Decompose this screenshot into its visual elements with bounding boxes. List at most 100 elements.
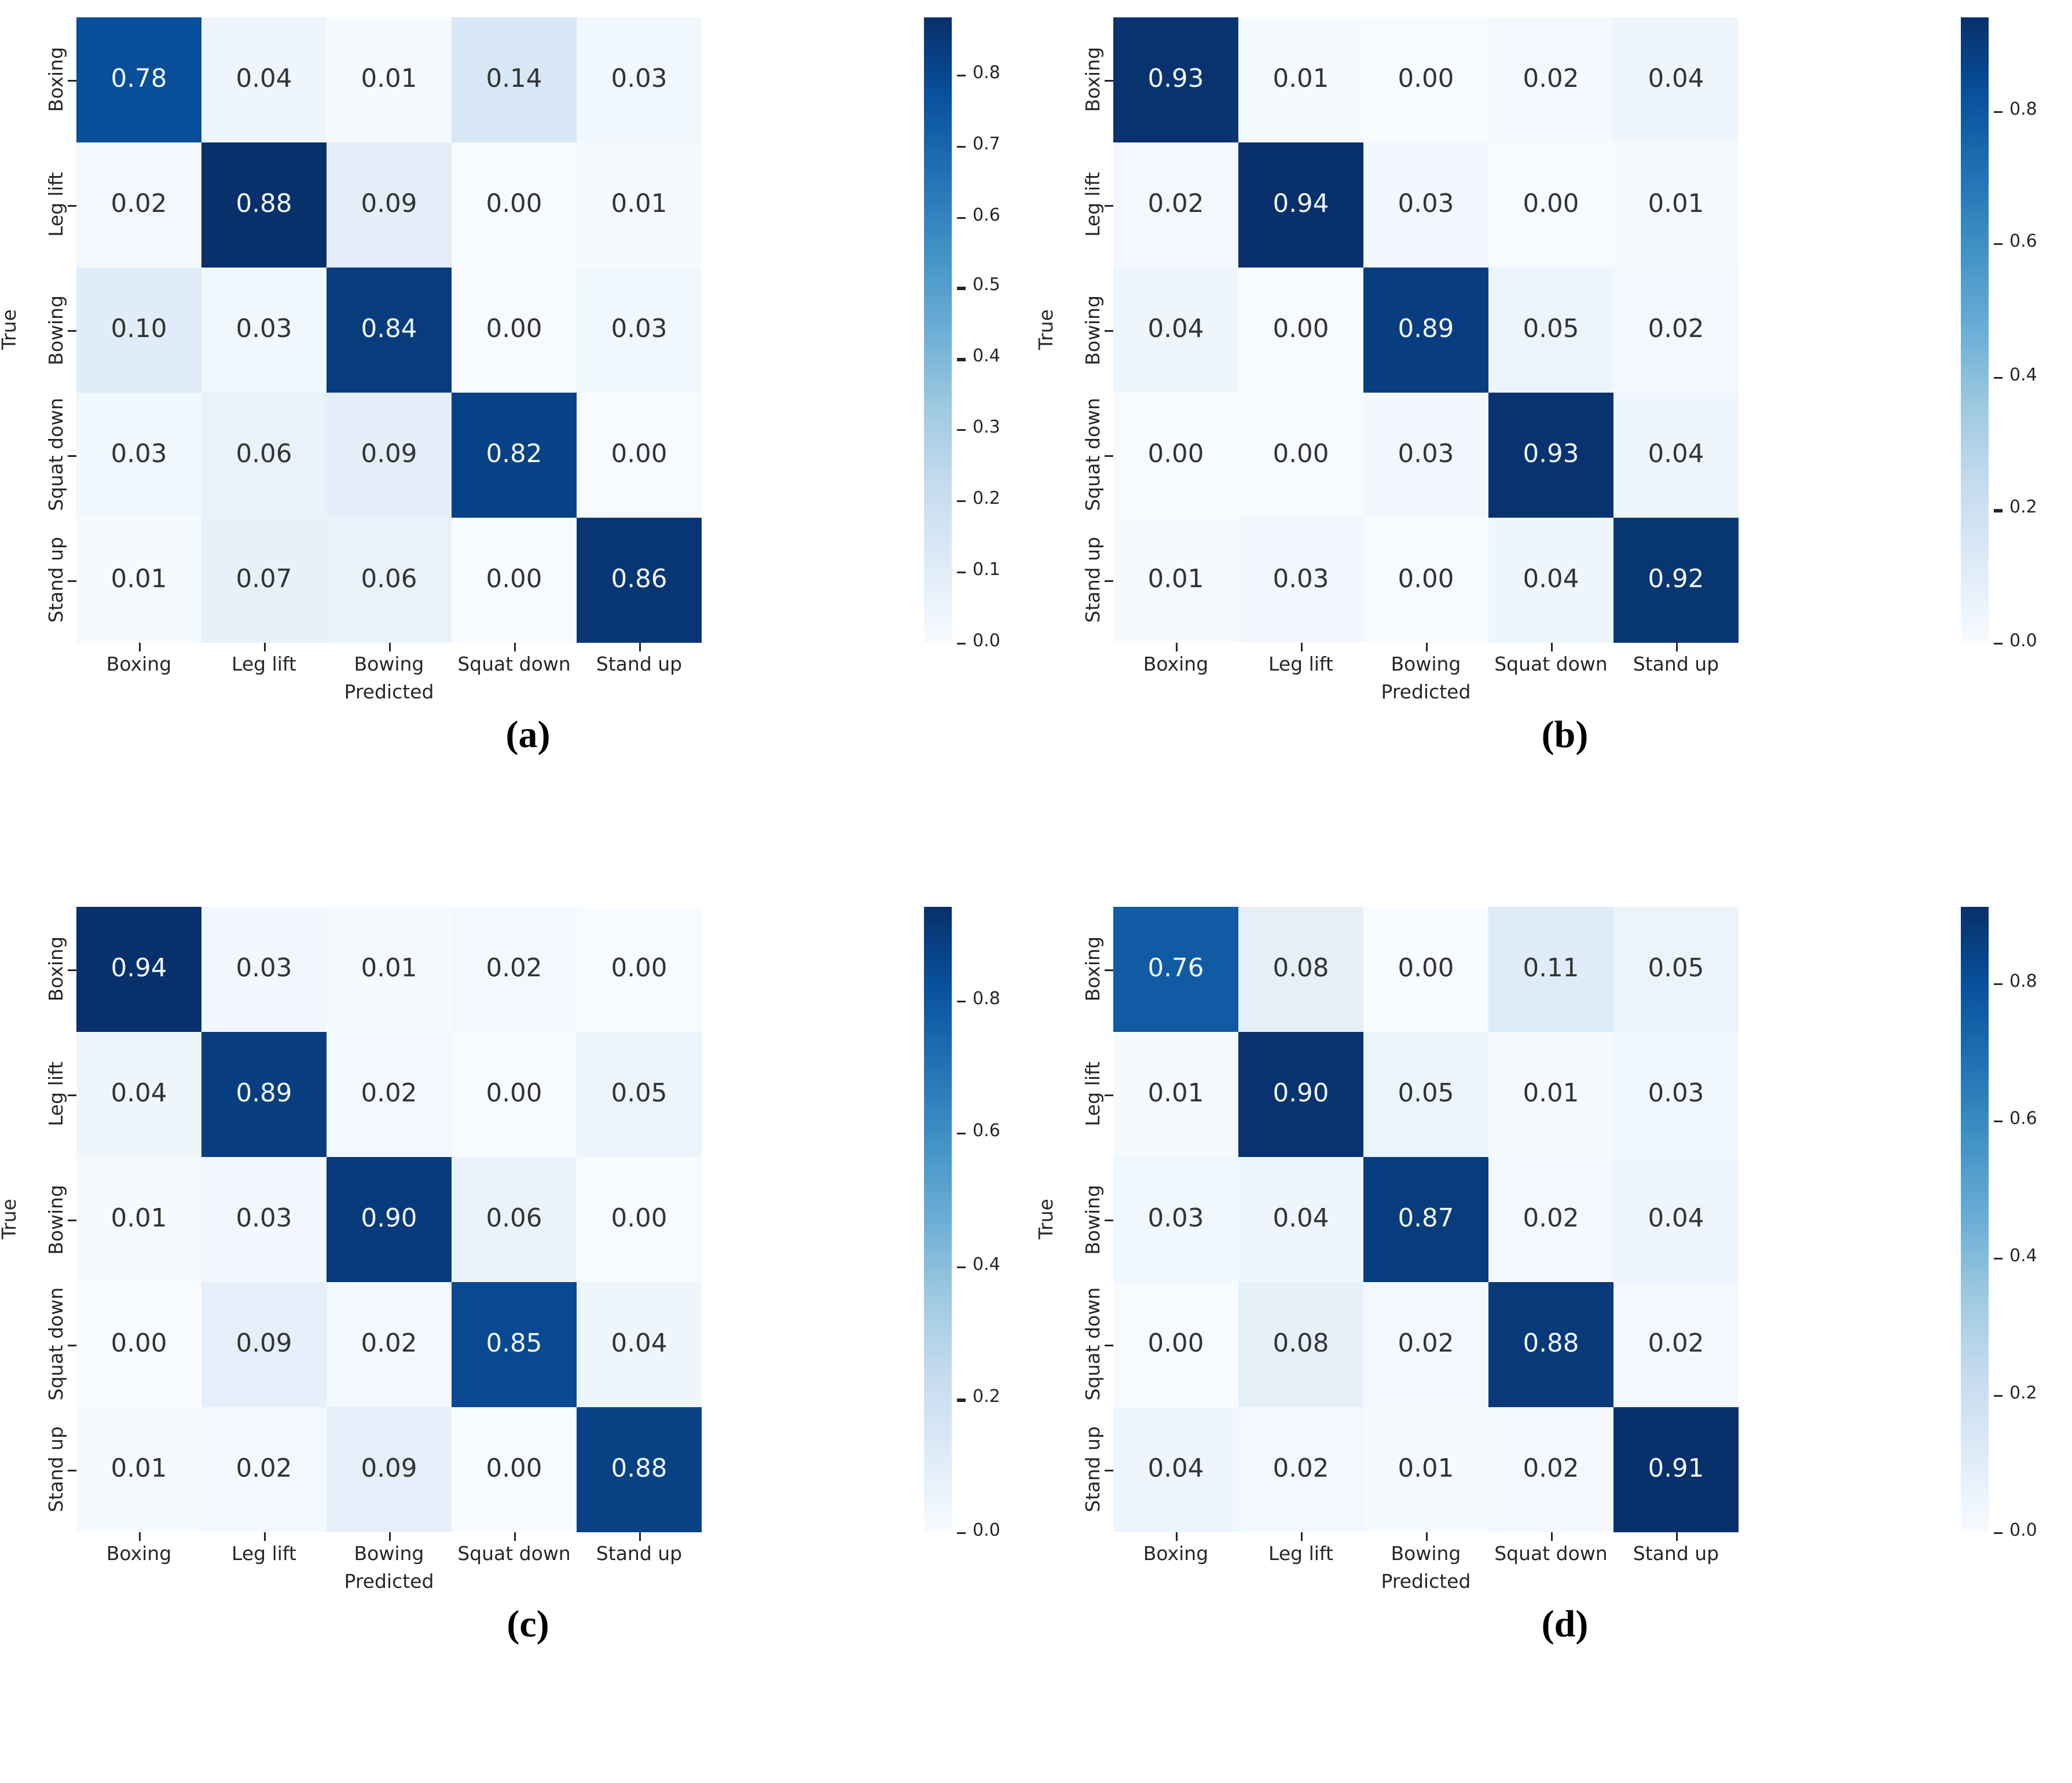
colorbar-tick-label: 0.6: [973, 206, 1000, 225]
x-tick-label: Boxing: [1143, 653, 1209, 676]
heatmap-cell: 0.03: [1613, 1032, 1739, 1157]
y-tick-label-wrap: Stand up: [21, 1407, 68, 1532]
x-tick-mark: [1301, 643, 1303, 651]
colorbar-tick-label: 0.1: [973, 561, 1000, 581]
y-tick-mark: [1105, 330, 1113, 332]
x-axis-label: Predicted: [344, 681, 434, 704]
heatmap-cell: 0.91: [1613, 1407, 1739, 1532]
colorbar-tick-label: 0.2: [973, 490, 1000, 510]
heatmap-cell: 0.01: [1613, 142, 1739, 268]
x-tick-mark: [389, 643, 391, 651]
colorbar-tick-mark: [1994, 1394, 2003, 1397]
colorbar-tick-mark: [957, 1133, 966, 1136]
colorbar-tick-mark: [957, 643, 966, 645]
heatmap-cell: 0.02: [1113, 142, 1238, 268]
heatmap-cell: 0.04: [201, 17, 327, 142]
colorbar-tick-mark: [957, 1532, 966, 1535]
x-tick-mark: [1551, 643, 1553, 651]
colorbar-tick-label: 0.8: [973, 64, 1000, 83]
colorbar-tick-label: 0.7: [973, 134, 1000, 154]
x-tick-label: Leg lift: [232, 653, 296, 676]
colorbar-tick-label: 0.2: [973, 1389, 1000, 1408]
heatmap-cell: 0.94: [76, 907, 201, 1032]
heatmap-cell: 0.05: [1613, 907, 1739, 1032]
colorbar-tick-mark: [957, 999, 966, 1002]
colorbar-tick-label: 0.2: [2009, 499, 2037, 519]
y-tick-mark: [68, 80, 76, 82]
heatmap-cell: 0.94: [1238, 142, 1363, 268]
y-axis-label-wrap: True: [0, 17, 20, 643]
heatmap-cell: 0.85: [452, 1282, 577, 1407]
heatmap-cell: 0.03: [577, 268, 702, 393]
colorbar-tick-label: 0.8: [973, 989, 1000, 1009]
heatmap-cell: 0.04: [1113, 268, 1238, 393]
heatmap-cell: 0.03: [1113, 1157, 1238, 1282]
heatmap-cell: 0.01: [577, 142, 702, 268]
y-tick-label: Boxing: [1082, 47, 1105, 113]
colorbar-tick-mark: [1994, 510, 2003, 512]
colorbar-tick-label: 0.4: [973, 348, 1000, 368]
x-tick-mark: [1551, 1532, 1553, 1541]
colorbar-tick-mark: [957, 500, 966, 503]
y-tick-mark: [1105, 455, 1113, 457]
y-axis-label-wrap: True: [0, 907, 20, 1532]
y-tick-label-wrap: Boxing: [21, 907, 68, 1032]
x-tick-label: Squat down: [1494, 1543, 1608, 1565]
heatmap-cell: 0.04: [1113, 1407, 1238, 1532]
colorbar-tick-mark: [957, 572, 966, 574]
heatmap-cell: 0.04: [577, 1282, 702, 1407]
heatmap-cell: 0.88: [201, 142, 327, 268]
x-tick-label: Bowing: [1391, 1543, 1461, 1565]
heatmap-cell: 0.01: [1238, 17, 1363, 142]
colorbar-tick-mark: [1994, 1532, 2003, 1535]
x-axis-label: Predicted: [344, 1570, 434, 1593]
y-tick-mark: [1105, 1094, 1113, 1097]
heatmap-cell: 0.00: [1488, 142, 1613, 268]
colorbar-tick-mark: [957, 216, 966, 219]
y-tick-label: Boxing: [45, 936, 68, 1002]
heatmap-cell: 0.04: [1613, 393, 1739, 518]
colorbar-tick-label: 0.4: [2009, 1247, 2037, 1266]
y-tick-mark: [1105, 1345, 1113, 1347]
x-tick-label: Leg lift: [1268, 1543, 1333, 1565]
heatmap-cell: 0.82: [452, 393, 577, 518]
y-axis-label-wrap: True: [1035, 17, 1057, 643]
panel-caption: (a): [505, 712, 551, 756]
y-tick-label: Leg lift: [45, 173, 68, 237]
y-axis-label: True: [0, 309, 20, 351]
y-tick-label: Leg lift: [1082, 173, 1105, 237]
x-tick-mark: [1301, 1532, 1303, 1541]
confusion-matrix-panel-d: True Boxing Leg lift Bowing Squat down Stand …: [1035, 896, 2072, 1775]
heatmap-cell: 0.00: [452, 1407, 577, 1532]
x-tick-mark: [1676, 643, 1678, 651]
y-tick-mark: [1105, 80, 1113, 82]
heatmap-cell: 0.00: [452, 518, 577, 643]
y-tick-label-wrap: Leg lift: [1058, 1032, 1105, 1157]
heatmap-cell: 0.02: [1488, 1157, 1613, 1282]
heatmap-cell: 0.03: [201, 268, 327, 393]
colorbar-tick-mark: [957, 429, 966, 432]
heatmap-cell: 0.01: [76, 1407, 201, 1532]
y-tick-mark: [68, 1345, 76, 1347]
x-tick-label: Boxing: [106, 653, 172, 676]
y-tick-mark: [68, 1220, 76, 1222]
heatmap-cell: 0.03: [577, 17, 702, 142]
colorbar-tick-label: 0.4: [973, 1255, 1000, 1275]
heatmap-cell: 0.03: [1238, 518, 1363, 643]
y-tick-label-wrap: Bowing: [1058, 268, 1105, 393]
heatmap-cell: 0.14: [452, 17, 577, 142]
y-tick-label-wrap: Boxing: [1058, 907, 1105, 1032]
heatmap-cell: 0.00: [1238, 268, 1363, 393]
x-tick-mark: [389, 1532, 391, 1541]
x-axis-label: Predicted: [1381, 681, 1471, 704]
y-tick-label-wrap: Bowing: [21, 268, 68, 393]
y-tick-label: Bowing: [1082, 1184, 1105, 1255]
x-tick-mark: [1426, 643, 1428, 651]
heatmap-cell: 0.76: [1113, 907, 1238, 1032]
y-tick-label: Bowing: [45, 1184, 68, 1255]
heatmap-cell: 0.01: [327, 907, 452, 1032]
x-tick-mark: [1676, 1532, 1678, 1541]
y-tick-label-wrap: Squat down: [1058, 1282, 1105, 1407]
heatmap-cell: 0.08: [1238, 907, 1363, 1032]
heatmap-cell: 0.02: [76, 142, 201, 268]
